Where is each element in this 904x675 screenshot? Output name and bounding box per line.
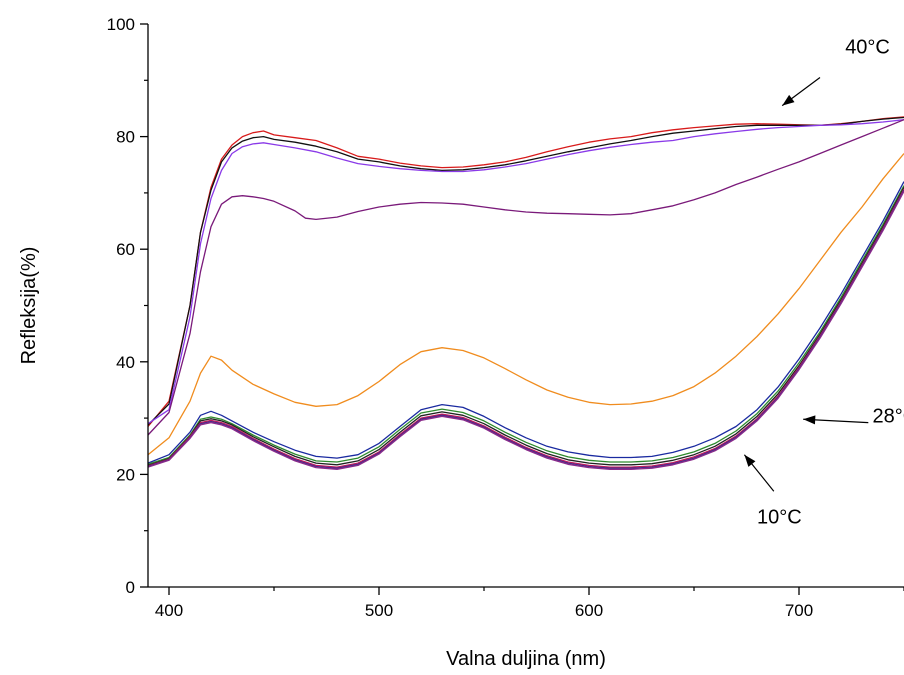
series-line-10 [147,189,904,469]
annotation-label: 28°C [873,405,904,427]
series-line-9 [147,188,904,468]
x-tick-label: 700 [785,601,813,620]
y-tick-label: 60 [116,240,135,259]
series-line-6 [147,181,904,464]
y-tick-label: 40 [116,353,135,372]
x-tick-label: 400 [155,601,183,620]
annotation-arrow-head [744,454,756,467]
y-axis-label: Refleksija(%) [18,247,40,365]
y-tick-label: 0 [126,578,135,597]
y-tick-label: 20 [116,465,135,484]
series-layer [147,116,904,470]
annotation-label: 40°C [845,37,890,59]
y-tick-label: 80 [116,128,135,147]
annotation-arrow-head [782,94,795,106]
x-axis-ticks: 400 500 600 700 [155,587,904,620]
series-line-4 [147,119,904,436]
series-line-11 [147,190,904,470]
series-line-7 [147,185,904,465]
annotation-layer: 40°C 28°C 10°C [743,37,904,529]
annotation-label: 10°C [757,507,802,529]
series-line-1 [147,116,904,427]
x-tick-label: 600 [575,601,603,620]
series-line-8 [147,186,904,467]
series-line-3 [147,119,904,425]
series-line-2 [147,116,904,426]
y-axis-ticks: 0 20 40 60 80 100 [107,15,148,597]
y-tick-label: 100 [107,15,135,34]
x-axis-label: Valna duljina (nm) [446,648,606,670]
x-tick-label: 500 [365,601,393,620]
annotation-arrow-head [803,415,816,425]
plot-area: 40°C 28°C 10°C 400 500 600 700 0 20 40 60 80 100 [107,15,904,620]
series-line-5 [147,153,904,456]
